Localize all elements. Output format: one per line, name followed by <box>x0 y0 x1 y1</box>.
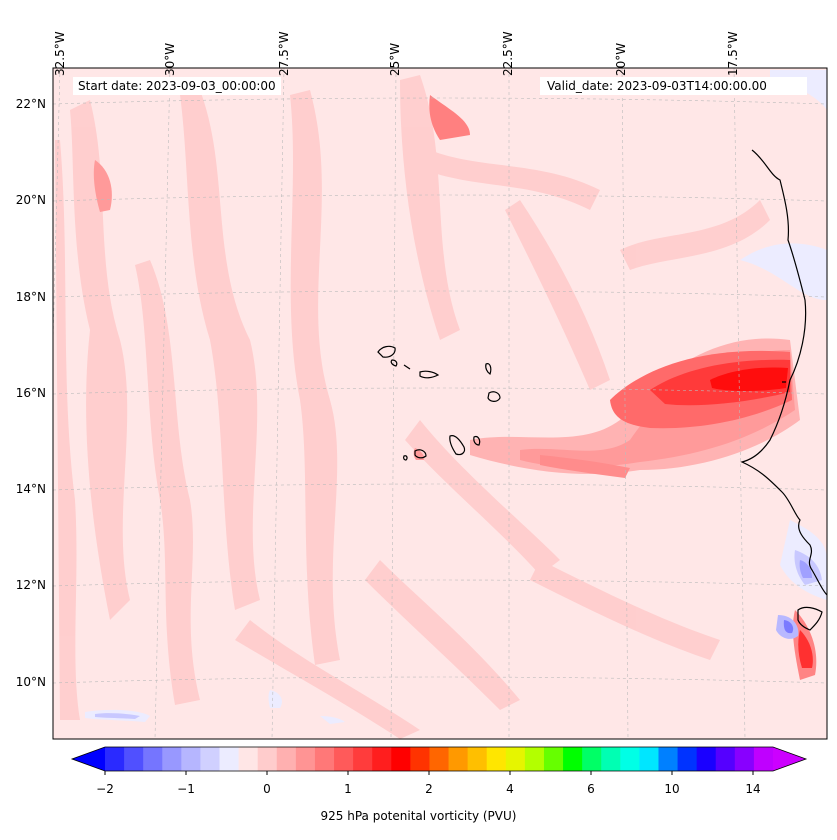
colorbar-segment <box>334 747 354 771</box>
colorbar-segment <box>467 747 488 771</box>
pv-field-light <box>55 75 770 739</box>
lon-label: 27.5°W <box>277 31 291 76</box>
colorbar-segment <box>200 747 221 771</box>
colorbar-segment <box>524 747 545 771</box>
start-date-label: Start date: 2023-09-03_00:00:00 <box>73 77 281 95</box>
colorbar-segment <box>543 747 564 771</box>
colorbar-segment <box>295 747 316 771</box>
colorbar-tick-label: −1 <box>177 782 195 796</box>
colorbar-segment <box>391 747 411 771</box>
lat-label: 22°N <box>15 97 46 111</box>
colorbar-segment <box>601 747 621 771</box>
colorbar-segment <box>238 747 259 771</box>
colorbar-segment <box>639 747 660 771</box>
colorbar-tick-label: 0 <box>263 782 271 796</box>
lon-label: 20°W <box>614 42 628 76</box>
colorbar-segment <box>582 747 602 771</box>
lon-label: 30°W <box>163 42 177 76</box>
colorbar-segment <box>314 747 335 771</box>
colorbar-tick-label: 6 <box>587 782 595 796</box>
colorbar-segment <box>448 747 469 771</box>
colorbar-tick-label: 10 <box>664 782 680 796</box>
colorbar-segment <box>696 747 717 771</box>
colorbar-ticks <box>104 771 754 775</box>
lon-label: 32.5°W <box>53 31 67 76</box>
lat-label: 14°N <box>15 482 46 496</box>
colorbar <box>70 746 808 772</box>
colorbar-extend-min <box>72 747 105 771</box>
valid-date-label: Valid_date: 2023-09-03T14:00:00.00 <box>540 77 807 95</box>
colorbar-segment <box>410 747 431 771</box>
colorbar-segment <box>563 747 583 771</box>
colorbar-segment <box>715 747 736 771</box>
lon-label: 17.5°W <box>726 31 740 76</box>
colorbar-segment <box>353 747 373 771</box>
colorbar-segment <box>257 747 278 771</box>
coastline <box>740 149 827 631</box>
lat-label: 10°N <box>15 675 46 689</box>
lon-label: 22.5°W <box>501 31 515 76</box>
colorbar-segment <box>734 747 755 771</box>
lat-label: 12°N <box>15 578 46 592</box>
colorbar-segment <box>677 747 698 771</box>
pv-field-band <box>93 95 817 680</box>
colorbar-segment <box>372 747 392 771</box>
colorbar-segment <box>162 747 182 771</box>
plot-frame <box>52 67 828 740</box>
colorbar-segment <box>658 747 679 771</box>
colorbar-segment <box>620 747 640 771</box>
lon-label: 25°W <box>388 42 402 76</box>
colorbar-segment <box>429 747 450 771</box>
colorbar-extend-max <box>773 747 806 771</box>
colorbar-segment <box>181 747 202 771</box>
graticule <box>53 68 827 739</box>
colorbar-tick-label: 4 <box>506 782 514 796</box>
colorbar-tick-label: 14 <box>745 782 761 796</box>
lat-label: 16°N <box>15 386 46 400</box>
colorbar-tick-label: 1 <box>344 782 352 796</box>
colorbar-segment <box>124 747 144 771</box>
colorbar-title: 925 hPa potenital vorticity (PVU) <box>320 809 517 823</box>
lat-label: 18°N <box>15 290 46 304</box>
colorbar-segment <box>105 747 125 771</box>
lat-label: 20°N <box>15 193 46 207</box>
colorbar-segment <box>219 747 240 771</box>
colorbar-tick-label: −2 <box>96 782 114 796</box>
colorbar-segment <box>505 747 526 771</box>
colorbar-segment <box>753 747 774 771</box>
colorbar-segment <box>486 747 507 771</box>
colorbar-tick-label: 2 <box>425 782 433 796</box>
cape-verde-islands <box>377 345 501 461</box>
colorbar-segment <box>143 747 163 771</box>
colorbar-segment <box>276 747 297 771</box>
